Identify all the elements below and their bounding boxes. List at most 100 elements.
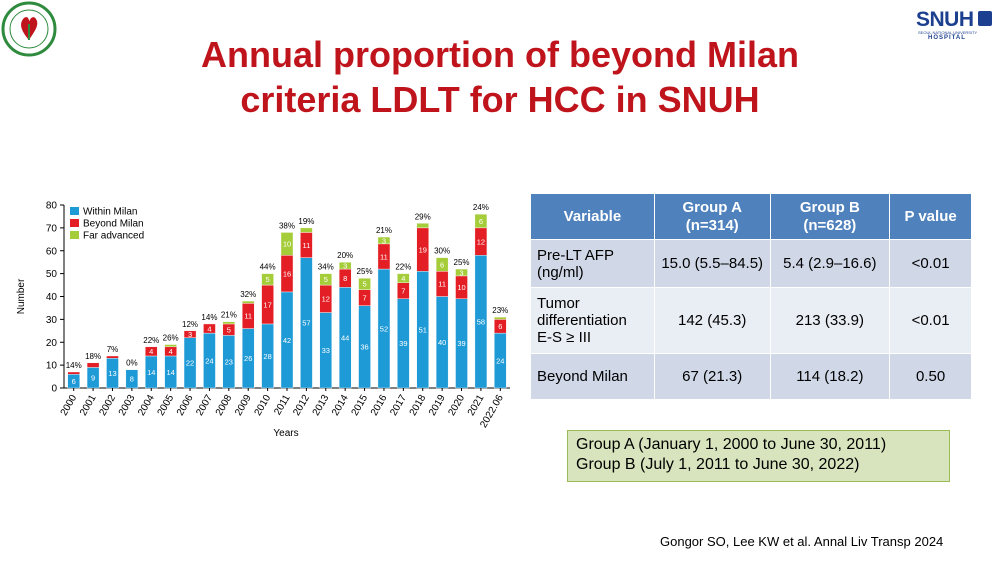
bar-segment: [319, 273, 332, 286]
segment-label: 19: [419, 245, 427, 254]
x-tick-label: 2007: [194, 393, 215, 418]
segment-label: 4: [401, 274, 405, 283]
segment-label: 52: [380, 324, 388, 333]
top-percent-label: 12%: [182, 320, 198, 329]
x-tick-label: 2017: [388, 393, 409, 418]
segment-label: 5: [324, 275, 328, 284]
bar-segment: [377, 236, 391, 245]
bar-segment: [67, 371, 80, 375]
comparison-table: Variable Group A (n=314) Group B (n=628) P…: [530, 193, 972, 400]
group-b-definition: Group B (July 1, 2011 to June 30, 2022): [576, 456, 860, 473]
header-p-value: P value: [889, 193, 972, 240]
page-title: Annual proportion of beyond Milan criter…: [100, 32, 900, 122]
x-tick-label: 2004: [136, 393, 157, 418]
society-logo: [0, 0, 58, 58]
bar-segment: [416, 223, 429, 229]
top-percent-label: 25%: [454, 258, 470, 267]
segment-label: 14: [166, 368, 174, 377]
top-percent-label: 14%: [66, 361, 82, 370]
x-tick-label: 2018: [408, 393, 429, 418]
bar-segment: [435, 257, 449, 272]
snuh-logo: SNUH SEOUL NATIONAL UNIVERSITY HOSPITAL: [912, 4, 996, 42]
segment-label: 4: [149, 347, 153, 356]
segment-label: 44: [341, 333, 349, 342]
bar-segment: [494, 316, 507, 320]
top-percent-label: 18%: [85, 352, 101, 361]
bar-segment: [183, 330, 197, 338]
y-tick-label: 80: [46, 201, 58, 212]
segment-label: 22: [186, 359, 194, 368]
x-tick-label: 2020: [446, 393, 467, 418]
group-a-definition: Group A (January 1, 2000 to June 30, 201…: [576, 436, 887, 453]
bar-segment: [261, 273, 274, 286]
segment-label: 3: [459, 268, 463, 277]
segment-label: 17: [263, 300, 271, 309]
segment-label: 11: [438, 280, 446, 289]
bar-segment: [358, 277, 371, 290]
top-percent-label: 21%: [376, 226, 392, 235]
y-tick-label: 60: [46, 246, 58, 257]
top-percent-label: 32%: [240, 290, 256, 299]
snuh-logo-subtext: SEOUL NATIONAL UNIVERSITY: [918, 30, 978, 35]
segment-label: 33: [322, 346, 330, 355]
segment-label: 26: [244, 354, 252, 363]
bar-segment: [222, 321, 236, 325]
table-cell: <0.01: [889, 287, 972, 354]
snuh-logo-mark-icon: [978, 11, 992, 26]
top-percent-label: 30%: [434, 247, 450, 256]
segment-label: 39: [399, 339, 407, 348]
y-tick-label: 50: [46, 269, 58, 280]
segment-label: 6: [440, 260, 444, 269]
segment-label: 6: [498, 322, 502, 331]
x-tick-label: 2002: [97, 393, 118, 418]
table-cell: 15.0 (5.5–84.5): [653, 239, 771, 288]
header-variable: Variable: [530, 193, 655, 240]
segment-label: 5: [266, 275, 270, 284]
legend-label: Far advanced: [83, 231, 144, 242]
table-cell: 5.4 (2.9–16.6): [769, 239, 891, 288]
x-tick-label: 2000: [59, 393, 80, 418]
segment-label: 58: [477, 317, 485, 326]
segment-label: 5: [362, 280, 366, 289]
table-row: Tumor differentiation E-S ≥ III 142 (45.3)…: [530, 287, 972, 354]
x-tick-label: 2015: [350, 393, 371, 418]
segment-label: 3: [188, 330, 192, 339]
top-percent-label: 22%: [143, 336, 159, 345]
table-cell: 213 (33.9): [769, 287, 891, 354]
table-cell: 114 (18.2): [769, 353, 891, 400]
segment-label: 24: [496, 356, 504, 365]
y-tick-label: 0: [51, 384, 57, 395]
segment-label: 8: [343, 274, 347, 283]
table-cell: Tumor differentiation E-S ≥ III: [530, 287, 655, 354]
bar-segment: [397, 273, 410, 283]
x-tick-label: 2011: [272, 393, 292, 418]
title-line-2: criteria LDLT for HCC in SNUH: [240, 79, 760, 120]
x-tick-label: 2001: [78, 393, 99, 418]
y-tick-label: 10: [46, 361, 58, 372]
bar-segment: [242, 300, 255, 304]
x-tick-label: 2014: [330, 393, 351, 418]
top-percent-label: 22%: [395, 263, 411, 272]
y-tick-label: 70: [46, 223, 58, 234]
x-tick-label: 2008: [214, 393, 235, 418]
citation: Gongor SO, Lee KW et al. Annal Liv Trans…: [660, 534, 944, 549]
segment-label: 10: [457, 283, 465, 292]
top-percent-label: 38%: [279, 221, 295, 230]
segment-label: 42: [283, 336, 291, 345]
snuh-logo-hospital: HOSPITAL: [928, 35, 966, 41]
group-definitions: Group A (January 1, 2000 to June 30, 201…: [567, 430, 950, 482]
y-tick-label: 20: [46, 338, 58, 349]
header-group-b: Group B (n=628): [769, 193, 891, 240]
x-tick-label: 2016: [369, 393, 390, 418]
table-cell: 142 (45.3): [653, 287, 771, 354]
y-axis-title: Number: [16, 278, 27, 314]
segment-label: 7: [362, 293, 366, 302]
x-tick-label: 2019: [427, 393, 448, 418]
x-tick-label: 2009: [233, 393, 254, 418]
table-header-row: Variable Group A (n=314) Group B (n=628) P…: [530, 193, 972, 240]
legend-label: Within Milan: [83, 207, 137, 218]
segment-label: 36: [360, 343, 368, 352]
legend-label: Beyond Milan: [83, 219, 144, 230]
x-tick-label: 2006: [175, 393, 196, 418]
segment-label: 39: [457, 339, 465, 348]
